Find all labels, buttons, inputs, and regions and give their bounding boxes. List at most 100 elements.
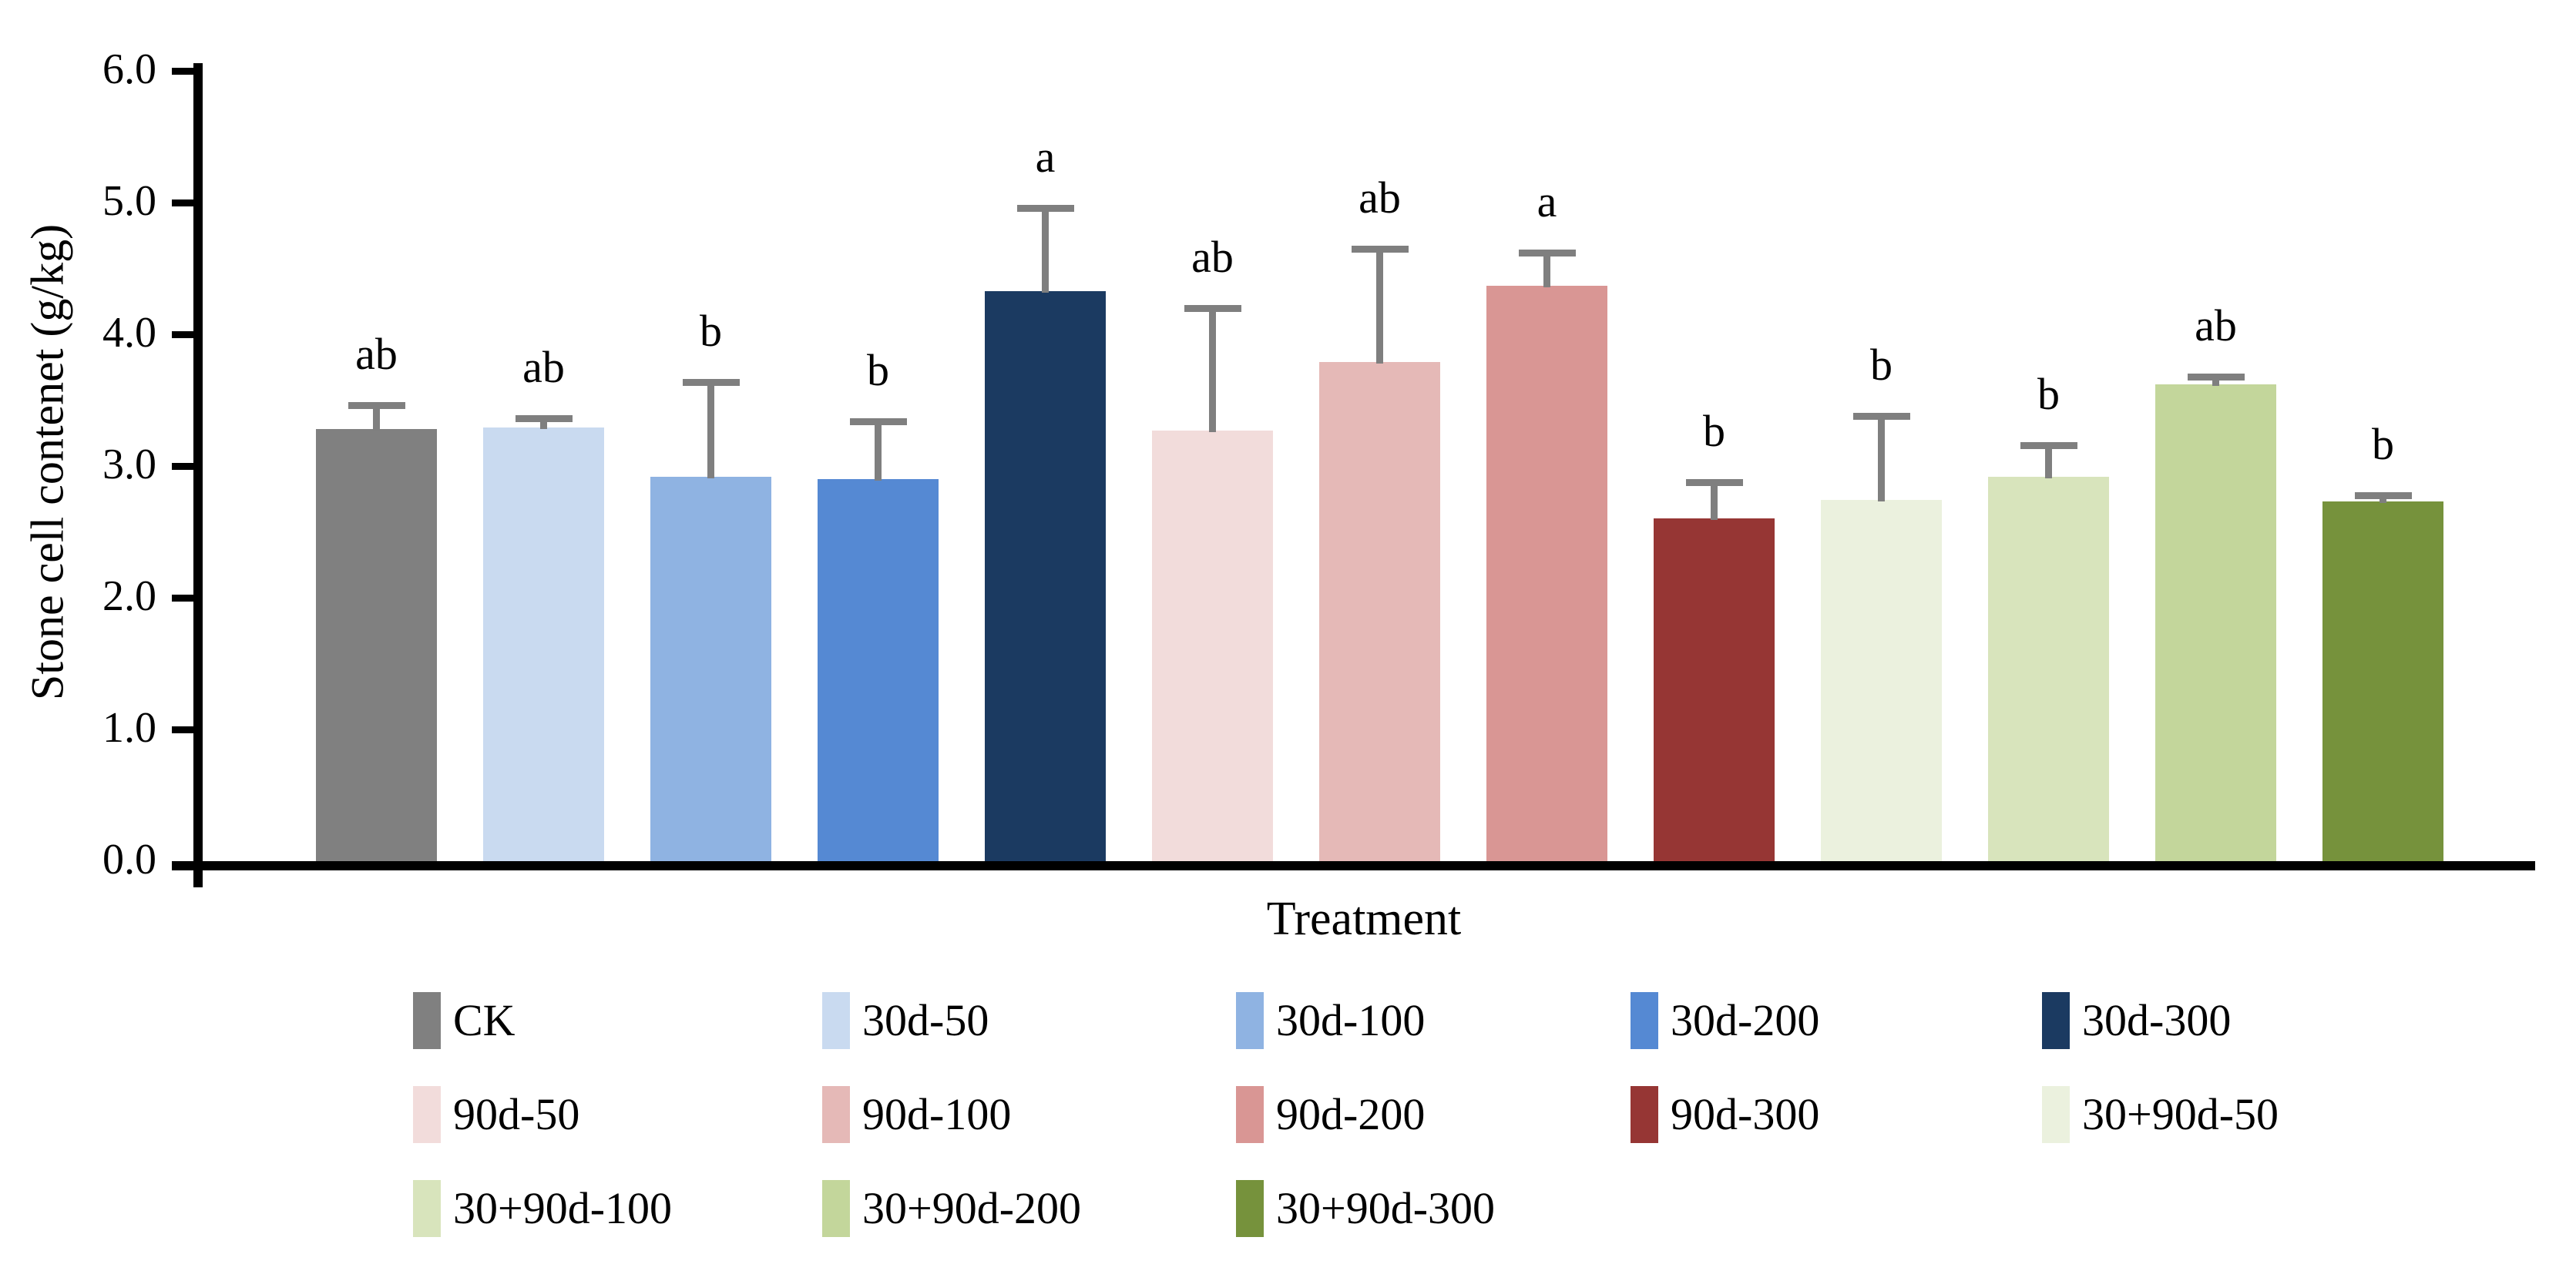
bar bbox=[483, 427, 604, 861]
bar bbox=[1152, 430, 1273, 861]
legend-label: 30d-50 bbox=[862, 995, 989, 1045]
legend-item: 90d-100 bbox=[822, 1086, 1011, 1143]
x-axis-line bbox=[172, 861, 2535, 870]
y-tick-mark bbox=[172, 726, 193, 733]
legend-item: 30+90d-200 bbox=[822, 1180, 1081, 1237]
legend-swatch bbox=[1631, 992, 1658, 1049]
y-tick-label: 3.0 bbox=[102, 441, 156, 488]
error-bar bbox=[2045, 444, 2052, 478]
error-bar-cap bbox=[1518, 249, 1576, 256]
legend-label: 30d-100 bbox=[1276, 995, 1426, 1045]
legend-swatch bbox=[822, 1180, 850, 1237]
legend-item: 30d-50 bbox=[822, 992, 989, 1049]
legend-item: CK bbox=[413, 992, 516, 1049]
legend-item: 30d-100 bbox=[1236, 992, 1425, 1049]
legend-item: 30d-200 bbox=[1631, 992, 1819, 1049]
legend-label: 30+90d-100 bbox=[453, 1183, 673, 1233]
error-bar bbox=[1543, 252, 1550, 287]
legend-label: 30d-300 bbox=[2082, 995, 2232, 1045]
error-bar-cap bbox=[348, 402, 405, 410]
error-bar-cap bbox=[1685, 478, 1743, 486]
y-axis-line bbox=[193, 63, 203, 887]
significance-letter: a bbox=[1035, 131, 1056, 182]
legend-label: 30+90d-200 bbox=[862, 1183, 1082, 1233]
y-tick-label: 6.0 bbox=[102, 45, 156, 93]
legend-item: 90d-50 bbox=[413, 1086, 579, 1143]
legend-item: 30d-300 bbox=[2042, 992, 2231, 1049]
y-tick-mark bbox=[172, 67, 193, 75]
significance-letter: b bbox=[1870, 340, 1893, 391]
error-bar-cap bbox=[1852, 413, 1910, 421]
bar bbox=[985, 290, 1106, 861]
significance-letter: b bbox=[867, 344, 889, 395]
bar bbox=[316, 429, 437, 861]
legend-label: CK bbox=[453, 995, 516, 1045]
legend-swatch bbox=[822, 992, 850, 1049]
y-tick-label: 1.0 bbox=[102, 704, 156, 752]
legend-swatch bbox=[413, 1180, 441, 1237]
y-tick-label: 0.0 bbox=[102, 836, 156, 883]
legend-swatch bbox=[822, 1086, 850, 1143]
y-tick-label: 5.0 bbox=[102, 177, 156, 225]
legend-swatch bbox=[1236, 1180, 1264, 1237]
y-tick-mark bbox=[172, 462, 193, 470]
y-tick-mark bbox=[172, 199, 193, 206]
legend-label: 30+90d-300 bbox=[1276, 1183, 1496, 1233]
legend-label: 90d-100 bbox=[862, 1089, 1012, 1139]
error-bar-cap bbox=[515, 415, 573, 423]
y-tick-mark bbox=[172, 594, 193, 602]
legend-swatch bbox=[413, 992, 441, 1049]
error-bar-cap bbox=[2354, 491, 2412, 499]
error-bar-cap bbox=[1016, 204, 1074, 212]
legend-label: 30+90d-50 bbox=[2082, 1089, 2279, 1139]
legend-swatch bbox=[1236, 1086, 1264, 1143]
error-bar bbox=[707, 381, 714, 478]
error-bar bbox=[1878, 416, 1885, 502]
legend-swatch bbox=[2042, 1086, 2070, 1143]
error-bar bbox=[373, 405, 380, 431]
significance-letter: ab bbox=[1191, 231, 1234, 282]
bar bbox=[1319, 361, 1440, 861]
legend-item: 90d-200 bbox=[1236, 1086, 1425, 1143]
error-bar-cap bbox=[849, 417, 907, 425]
legend-label: 30d-200 bbox=[1671, 995, 1820, 1045]
legend-swatch bbox=[1236, 992, 1264, 1049]
error-bar-cap bbox=[2187, 373, 2245, 381]
error-bar bbox=[540, 418, 547, 430]
significance-letter: ab bbox=[2195, 300, 2237, 350]
significance-letter: ab bbox=[1359, 172, 1401, 223]
legend-item: 30+90d-300 bbox=[1236, 1180, 1495, 1237]
significance-letter: a bbox=[1537, 176, 1557, 226]
legend-item: 30+90d-50 bbox=[2042, 1086, 2279, 1143]
error-bar bbox=[1209, 307, 1216, 432]
error-bar bbox=[2212, 376, 2219, 386]
legend-label: 90d-300 bbox=[1671, 1089, 1820, 1139]
significance-letter: ab bbox=[355, 329, 398, 380]
legend-label: 90d-200 bbox=[1276, 1089, 1426, 1139]
x-axis-title: Treatment bbox=[1266, 893, 1462, 945]
bar bbox=[818, 479, 939, 861]
error-bar bbox=[1042, 207, 1049, 293]
error-bar-cap bbox=[682, 378, 740, 386]
bar bbox=[1988, 476, 2109, 861]
bar bbox=[2322, 501, 2443, 861]
error-bar bbox=[1376, 248, 1383, 364]
significance-letter: b bbox=[700, 305, 722, 356]
bar bbox=[650, 476, 771, 861]
significance-letter: b bbox=[2037, 368, 2060, 419]
error-bar-cap bbox=[1184, 304, 1241, 312]
legend-item: 90d-300 bbox=[1631, 1086, 1819, 1143]
y-tick-label: 2.0 bbox=[102, 572, 156, 620]
significance-letter: b bbox=[2372, 418, 2394, 469]
error-bar bbox=[875, 421, 882, 481]
y-tick-mark bbox=[172, 330, 193, 338]
error-bar bbox=[1711, 481, 1718, 521]
legend-swatch bbox=[2042, 992, 2070, 1049]
error-bar-cap bbox=[2020, 441, 2077, 449]
bar bbox=[1821, 500, 1942, 861]
bar bbox=[1654, 518, 1775, 861]
y-tick-label: 4.0 bbox=[102, 309, 156, 357]
